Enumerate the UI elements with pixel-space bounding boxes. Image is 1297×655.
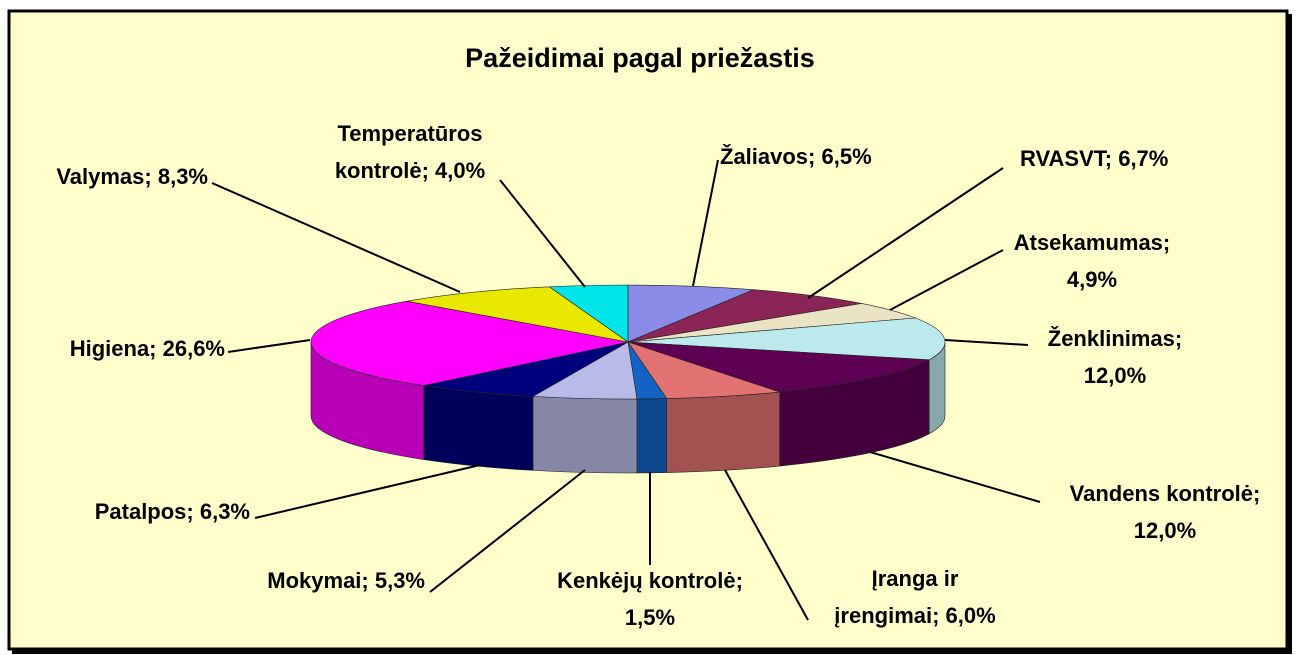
data-label: Atsekamumas; 4,9% xyxy=(1014,230,1171,292)
leader-line xyxy=(807,167,1004,299)
chart-title: Pažeidimai pagal priežastis xyxy=(465,43,815,73)
label-line: Kenkėjų kontrolė; xyxy=(557,568,743,593)
label-line: įrengimai; 6,0% xyxy=(834,603,995,628)
data-label: Ženklinimas; 12,0% xyxy=(1048,326,1182,388)
leader-line xyxy=(889,249,1004,311)
slice-side xyxy=(666,391,781,473)
slice xyxy=(310,300,629,386)
leader-line xyxy=(724,469,809,621)
slice-side xyxy=(532,396,638,474)
data-label: RVASVT; 6,7% xyxy=(1020,146,1168,171)
data-label: Įranga ir įrengimai; 6,0% xyxy=(834,566,995,628)
data-label: Higiena; 26,6% xyxy=(70,336,225,361)
label-line: Ženklinimas; xyxy=(1048,326,1182,351)
label-line: 12,0% xyxy=(1084,363,1146,388)
slice xyxy=(627,284,754,343)
leader-line xyxy=(211,182,461,293)
labels: Žaliavos; 6,5% RVASVT; 6,7% Atsekamumas; 4,… xyxy=(56,121,1260,630)
label-line: Atsekamumas; xyxy=(1014,230,1171,255)
leader-line xyxy=(944,339,1029,346)
slice-side xyxy=(636,398,668,474)
data-label: Mokymai; 5,3% xyxy=(267,568,425,593)
slice xyxy=(423,341,629,397)
slice xyxy=(406,286,629,343)
data-label: Žaliavos; 6,5% xyxy=(720,144,872,169)
slice xyxy=(548,284,629,343)
label-line: 12,0% xyxy=(1134,518,1196,543)
leader-line xyxy=(499,179,586,288)
leader-line xyxy=(254,464,481,519)
slice xyxy=(627,317,946,361)
label-line: 1,5% xyxy=(625,605,675,630)
leader-line xyxy=(869,451,1041,503)
pie-sides xyxy=(310,341,946,474)
label-line: 4,9% xyxy=(1067,267,1117,292)
data-label: Kenkėjų kontrolė; 1,5% xyxy=(557,568,743,630)
slice-side xyxy=(423,385,534,471)
data-label: Temperatūros kontrolė; 4,0% xyxy=(335,121,485,183)
pie-tops xyxy=(310,284,946,400)
label-line: Temperatūros xyxy=(337,121,482,146)
data-label: Patalpos; 6,3% xyxy=(95,499,250,524)
label-line: Vandens kontrolė; xyxy=(1070,481,1261,506)
leader-line xyxy=(227,339,311,353)
slice xyxy=(627,341,780,399)
data-label: Vandens kontrolė; 12,0% xyxy=(1070,481,1261,543)
label-line: kontrolė; 4,0% xyxy=(335,158,485,183)
data-label: Valymas; 8,3% xyxy=(56,164,208,189)
slice xyxy=(627,341,931,393)
label-line: Įranga ir xyxy=(872,566,959,591)
leader-line xyxy=(692,159,719,287)
leader-line xyxy=(429,469,586,593)
